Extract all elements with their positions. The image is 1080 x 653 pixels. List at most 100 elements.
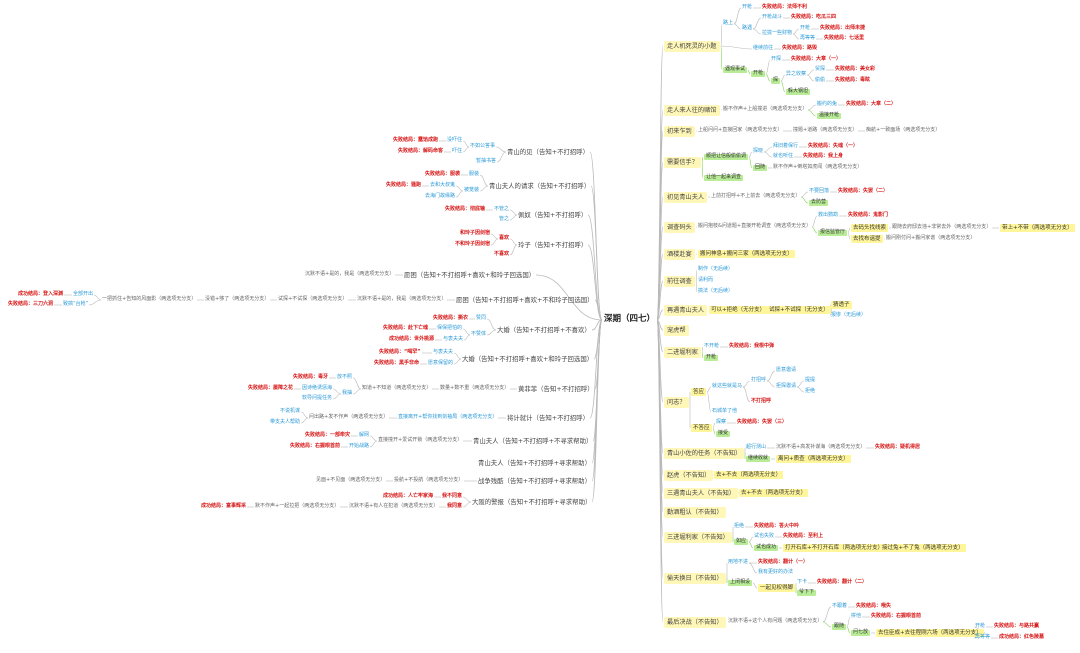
mindmap-node: 玲子（告知+不打招呼） — [518, 240, 588, 249]
mindmap-node: 撞题+道路（两选项无分支） — [793, 127, 858, 133]
mindmap-node: 宠虎帮 — [664, 324, 689, 336]
mindmap-node: 沉默不语+这个人有问题（两选项无分支） — [728, 618, 823, 624]
mindmap-node: 一把抓住+告知的风面影（两选项无分支） — [102, 296, 197, 302]
connector — [748, 151, 753, 158]
connector — [720, 23, 723, 47]
connector — [780, 80, 786, 93]
mindmap-node: 失败结局：答火中吟 — [754, 523, 800, 529]
connector — [455, 190, 464, 198]
mindmap-node: 直接撞开+爱试开锁（两选项无分支） — [378, 437, 463, 443]
mindmap-node: 失败结局：路毁 — [782, 45, 818, 51]
mindmap-node: 失败结局：右握眼首前 — [871, 613, 922, 619]
mindmap-node: 失败结局：屡障之花 — [248, 385, 294, 391]
connector — [369, 440, 378, 448]
mindmap-node: 去+不去（两选项无分支） — [739, 489, 809, 498]
mindmap-node: 问志？ — [664, 396, 689, 408]
mindmap-node: 提提 — [805, 377, 816, 383]
connector — [509, 238, 518, 246]
mindmap-node: 不喜欢 — [494, 251, 510, 257]
mindmap-node: 去和大叔鬼 — [430, 182, 456, 188]
mindmap-node: 拒绝 — [805, 388, 816, 394]
mindmap-node: 探 — [771, 77, 781, 85]
mindmap-node: 搬问刚付问+搬问家谱（两选项无分支） — [886, 235, 976, 241]
connector — [701, 346, 704, 353]
mindmap-node: 走人机死灵的小题 — [664, 40, 720, 52]
mindmap-node: 失败结局：与路共赢 — [994, 623, 1040, 629]
connector — [589, 319, 603, 419]
mindmap-node: 失败结局：毒眩 — [835, 77, 871, 83]
connector — [742, 386, 751, 403]
mindmap-node: 试也成功 — [754, 544, 779, 552]
mindmap-node: 让他一起来调查 — [704, 174, 744, 182]
connector — [490, 233, 499, 240]
mindmap-node: 失败结局：“喝罕” — [379, 349, 421, 355]
mindmap-node: 吓住 — [452, 148, 463, 154]
connector — [847, 227, 851, 234]
mindmap-node: 开枪 — [742, 4, 753, 10]
mindmap-node: 去住臣成+去往程刚六场（两选项无分支） — [876, 629, 984, 638]
mindmap-node: 试探+不试探（无分支） — [767, 306, 831, 315]
connector — [780, 74, 786, 82]
connector — [352, 377, 362, 390]
mindmap-node: 打招呼 — [751, 377, 767, 383]
mindmap-node: 失败结局：失罢（二） — [838, 188, 889, 194]
mindmap-node: 暂抽书答 — [476, 158, 497, 164]
mindmap-node: 答应 — [691, 388, 707, 397]
mindmap-node: 赞同 — [476, 315, 487, 321]
mindmap-node: 最后决战（不告知） — [664, 616, 726, 628]
connector — [792, 33, 800, 40]
mindmap-node: 试也失败 — [754, 533, 775, 539]
mindmap-node: 失败结局：疑机得居 — [875, 444, 921, 450]
mindmap-node: 调查码头 — [664, 221, 695, 233]
connector — [695, 280, 698, 293]
mindmap-node: 去海门故缘路 — [425, 193, 456, 199]
connector — [748, 562, 758, 574]
mindmap-node: 跟随 — [832, 623, 847, 631]
mindmap-node: 不要回落 — [809, 188, 830, 194]
connector — [701, 156, 704, 163]
mindmap-node: 猜透子 — [831, 301, 852, 310]
mindmap-node: 愿意邀请 — [776, 367, 797, 373]
connector — [594, 299, 603, 321]
connector — [806, 69, 815, 76]
mindmap-node: 失败结局：彻底输 — [445, 206, 486, 212]
mindmap-node: 青山的见（告知+不打招呼） — [507, 147, 590, 156]
mindmap-node: 不跟着 — [832, 603, 848, 609]
mindmap-node: 成功结局：人亡牢家海 — [383, 493, 434, 499]
mindmap-node: 大婚（告知+不打招呼+喜欢+和玲子回选国） — [462, 354, 594, 363]
connector — [300, 417, 309, 424]
mindmap-node: 勤酒粗认（不告知） — [664, 506, 726, 518]
mindmap-node: 回随 — [753, 164, 768, 172]
mindmap-node: 如应 — [734, 538, 749, 546]
mindmap-node: 接过兔+不了兔（两选项无分支） — [880, 544, 966, 553]
mindmap-node: 沉默不语+是的，我是（两选项无分支） — [305, 271, 395, 277]
mindmap-node: 就这些就是马 — [712, 383, 743, 389]
connector — [462, 140, 470, 148]
connector — [535, 274, 603, 321]
mindmap-node: 下卡 — [797, 579, 808, 585]
mindmap-node: 成功结局：世外桃源 — [389, 336, 435, 342]
mindmap-node: 躲大钢坦 — [786, 88, 811, 96]
connector — [766, 380, 776, 388]
connector — [462, 146, 470, 153]
mindmap-node: 贸探 — [815, 66, 826, 72]
mindmap-node: 失败结局：失魂（一） — [808, 143, 859, 149]
connector — [796, 380, 805, 388]
connector — [742, 380, 751, 388]
connector — [822, 606, 832, 623]
mindmap-node: 拉拢一些财物 — [762, 30, 793, 36]
mindmap-node: 去+不去（两选项无分支） — [714, 471, 784, 480]
mindmap-node: 直接离开+帮你找到剑袖局（两选项无分支） — [398, 414, 498, 420]
connector — [453, 352, 462, 360]
mindmap-node: 不打招呼 — [751, 398, 772, 404]
mindmap-node: 可以+拒绝（无分支） — [709, 306, 768, 315]
mindmap-node: 沉默不语+是的，我是（两选项无分支） — [357, 296, 447, 302]
mindmap-node: 和玲子因剑宿 — [460, 230, 491, 236]
mindmap-node: 赵虎（不告知） — [664, 469, 714, 481]
mindmap-node: 我有更好的办法 — [758, 569, 794, 575]
connector — [763, 151, 773, 158]
connector — [656, 309, 664, 321]
connector — [748, 156, 753, 169]
mindmap-node: 搬问抱枝&问道题+直接开枪调查（两选项无分支） — [698, 223, 812, 229]
